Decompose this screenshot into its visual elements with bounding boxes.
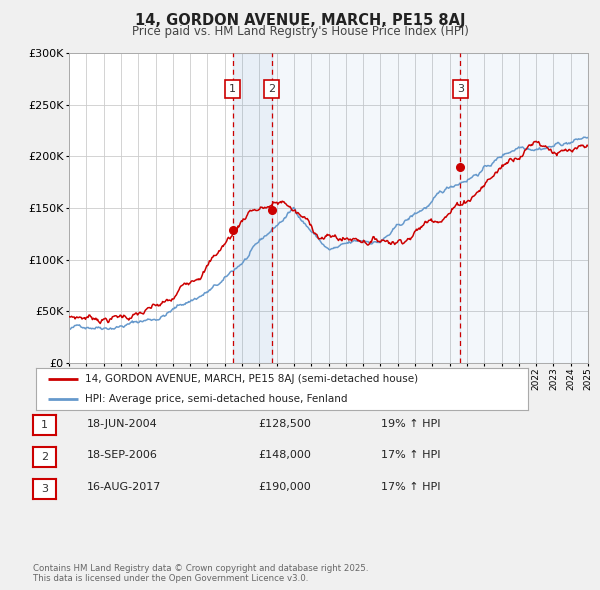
Text: £190,000: £190,000 bbox=[258, 483, 311, 492]
Text: Price paid vs. HM Land Registry's House Price Index (HPI): Price paid vs. HM Land Registry's House … bbox=[131, 25, 469, 38]
Text: 16-AUG-2017: 16-AUG-2017 bbox=[87, 483, 161, 492]
Text: 18-SEP-2006: 18-SEP-2006 bbox=[87, 451, 158, 460]
Text: 14, GORDON AVENUE, MARCH, PE15 8AJ: 14, GORDON AVENUE, MARCH, PE15 8AJ bbox=[135, 13, 465, 28]
Text: 2: 2 bbox=[41, 453, 48, 462]
Bar bbox=[460, 53, 588, 363]
Text: 19% ↑ HPI: 19% ↑ HPI bbox=[381, 419, 440, 428]
Text: 3: 3 bbox=[457, 84, 464, 94]
Bar bbox=[272, 53, 460, 363]
Text: £128,500: £128,500 bbox=[258, 419, 311, 428]
Text: 17% ↑ HPI: 17% ↑ HPI bbox=[381, 483, 440, 492]
Text: 2: 2 bbox=[268, 84, 275, 94]
Text: 18-JUN-2004: 18-JUN-2004 bbox=[87, 419, 158, 428]
Text: Contains HM Land Registry data © Crown copyright and database right 2025.
This d: Contains HM Land Registry data © Crown c… bbox=[33, 563, 368, 583]
Text: 17% ↑ HPI: 17% ↑ HPI bbox=[381, 451, 440, 460]
Text: 1: 1 bbox=[229, 84, 236, 94]
Text: £148,000: £148,000 bbox=[258, 451, 311, 460]
Bar bbox=[233, 53, 272, 363]
Text: 3: 3 bbox=[41, 484, 48, 494]
Text: 1: 1 bbox=[41, 421, 48, 430]
Text: HPI: Average price, semi-detached house, Fenland: HPI: Average price, semi-detached house,… bbox=[85, 394, 348, 404]
Text: 14, GORDON AVENUE, MARCH, PE15 8AJ (semi-detached house): 14, GORDON AVENUE, MARCH, PE15 8AJ (semi… bbox=[85, 374, 418, 384]
